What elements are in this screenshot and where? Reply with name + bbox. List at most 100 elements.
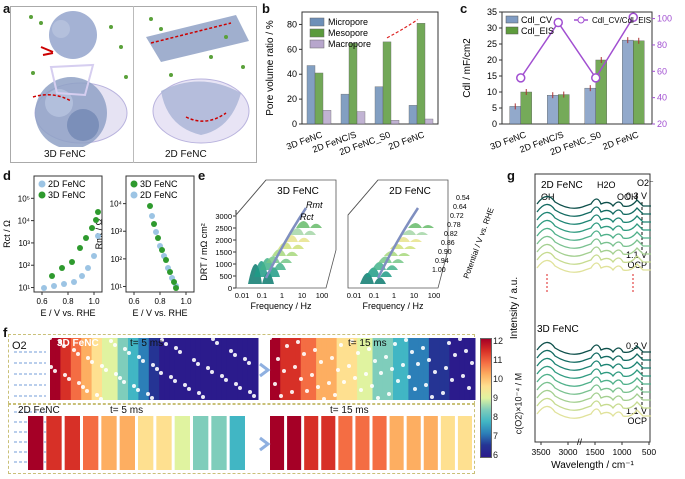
drt-box-edge [235,179,267,216]
x-tick-label: 100 [316,291,329,300]
x-tick-label: 100 [428,291,441,300]
legend-label: 3D FeNC [140,179,178,189]
y-tick-label: 10² [18,261,30,270]
particle [118,376,122,380]
panel-a-3d-label: 3D FeNC [44,149,86,160]
bar-cdl_cv [584,87,596,125]
spectrum-line [536,195,651,209]
legend-label: 2D FeNC [48,179,86,189]
spectrum-line [536,397,651,411]
concentration-cell [449,338,455,400]
ratio-line [520,16,634,80]
bar-micropore [408,105,418,125]
y-tick-label: 2500 [215,224,232,233]
legend-marker [577,16,585,24]
concentration-cell [112,338,119,400]
layer-cell [321,416,336,470]
x-axis-label: Frequency / Hz [362,301,424,311]
layer-cell [457,416,472,470]
y-tick-label: 2000 [215,236,232,245]
scatter-point [163,257,169,263]
scatter-point [151,221,157,227]
y-tick-label: 10² [110,255,122,264]
spectrum-line [536,357,651,371]
particle [141,359,145,363]
y2-tick-label: 80 [657,40,667,50]
spectrum-line [536,381,651,395]
particle [407,375,411,379]
axis-break: // [577,437,583,447]
bar-macropore [390,120,400,125]
y-tick-label: 1000 [215,260,232,269]
y-tick-label: 35 [487,7,497,17]
y-tick-label: 25 [487,39,497,49]
layer-cell [193,416,209,470]
y2-tick-label: 100 [657,14,672,24]
y2-tick-label: 60 [657,66,667,76]
particle [299,377,303,381]
z-tick-label: 0.82 [444,231,458,238]
particle [313,348,317,352]
y-tick-label: 10¹ [110,282,122,291]
y-tick-label: 20 [287,94,297,104]
scatter-point [83,235,89,241]
rct-label: Rct [300,212,314,222]
top-title: 2D FeNC [541,180,583,191]
layer-cell [229,416,245,470]
spectrum-line [536,259,651,273]
concentration-cell [331,338,338,400]
y-axis-label: Intensity / a.u. [509,277,520,339]
x-tick-label: 3500 [532,447,551,457]
particle [174,346,178,350]
z-tick-label: 0.78 [447,222,461,229]
concentration-cell [164,338,171,400]
x-tick-label: 0.6 [128,297,140,306]
layer-cell [338,416,353,470]
concentration-cell [70,338,77,400]
scatter-point [59,265,65,271]
concentration-cell [86,338,93,400]
concentration-cell [91,338,98,400]
concentration-cell [226,338,233,400]
scatter-point [95,233,101,239]
particle [151,363,155,367]
concentration-cell [423,338,430,400]
particle [183,383,187,387]
scatter-point [61,281,67,287]
legend-marker [130,180,138,188]
y-tick-label: 20 [487,55,497,65]
particle [450,378,454,382]
panel-f-simulation [14,336,476,470]
trend-arrow [264,207,308,279]
particle [461,374,465,378]
concentration-cell [321,338,327,400]
y-tick-label: 0 [292,119,297,129]
bar-macropore [322,110,332,125]
particle [441,391,445,395]
particle [404,338,408,342]
layer-cell [101,416,117,470]
drt-peak [378,256,404,263]
particle [447,341,451,345]
concentration-cell [252,338,259,400]
spectrum-line [536,203,651,217]
colorbar-tick-label: 12 [493,336,504,346]
panel-a-divider [133,6,134,163]
spectrum-line [536,211,651,225]
particle [248,390,252,394]
particle [123,347,127,351]
bar-cdl_eis [633,40,645,125]
particle [95,393,99,397]
particle [268,336,272,340]
concentration-cell [237,338,243,400]
particle [136,388,140,392]
drt-title: 2D FeNC [389,186,431,197]
layer-cell [406,416,421,470]
x-tick-label: 1.0 [88,297,100,306]
y-tick-label: 10³ [18,239,30,248]
particle [155,367,159,371]
layer-cell [440,416,455,470]
concentration-cell [76,338,82,400]
particle [150,396,154,400]
